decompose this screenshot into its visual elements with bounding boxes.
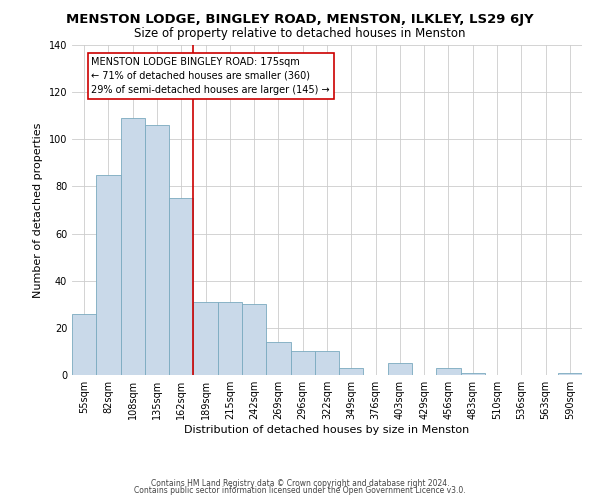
Text: Size of property relative to detached houses in Menston: Size of property relative to detached ho… bbox=[134, 28, 466, 40]
Bar bbox=[388, 363, 412, 375]
Bar bbox=[558, 372, 582, 375]
Bar bbox=[339, 368, 364, 375]
Bar bbox=[121, 118, 145, 375]
Bar bbox=[461, 372, 485, 375]
Bar bbox=[290, 352, 315, 375]
Bar bbox=[72, 314, 96, 375]
Text: MENSTON LODGE BINGLEY ROAD: 175sqm
← 71% of detached houses are smaller (360)
29: MENSTON LODGE BINGLEY ROAD: 175sqm ← 71%… bbox=[91, 57, 330, 95]
Bar bbox=[266, 342, 290, 375]
Y-axis label: Number of detached properties: Number of detached properties bbox=[33, 122, 43, 298]
Text: Contains public sector information licensed under the Open Government Licence v3: Contains public sector information licen… bbox=[134, 486, 466, 495]
Bar bbox=[242, 304, 266, 375]
Bar bbox=[315, 352, 339, 375]
Text: MENSTON LODGE, BINGLEY ROAD, MENSTON, ILKLEY, LS29 6JY: MENSTON LODGE, BINGLEY ROAD, MENSTON, IL… bbox=[66, 12, 534, 26]
Text: Contains HM Land Registry data © Crown copyright and database right 2024.: Contains HM Land Registry data © Crown c… bbox=[151, 478, 449, 488]
Bar bbox=[169, 198, 193, 375]
Bar bbox=[145, 125, 169, 375]
Bar bbox=[218, 302, 242, 375]
Bar bbox=[96, 174, 121, 375]
X-axis label: Distribution of detached houses by size in Menston: Distribution of detached houses by size … bbox=[184, 425, 470, 435]
Bar bbox=[436, 368, 461, 375]
Bar bbox=[193, 302, 218, 375]
